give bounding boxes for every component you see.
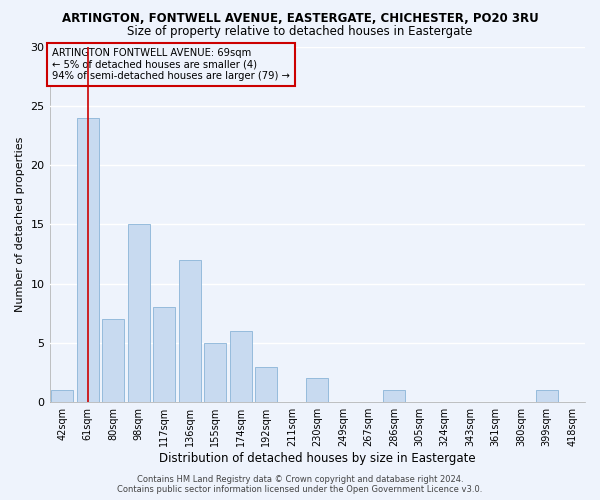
Y-axis label: Number of detached properties: Number of detached properties xyxy=(15,136,25,312)
Bar xyxy=(179,260,200,402)
Bar xyxy=(205,343,226,402)
Text: Size of property relative to detached houses in Eastergate: Size of property relative to detached ho… xyxy=(127,25,473,38)
Bar xyxy=(154,308,175,402)
Bar xyxy=(52,390,73,402)
Text: ARTINGTON, FONTWELL AVENUE, EASTERGATE, CHICHESTER, PO20 3RU: ARTINGTON, FONTWELL AVENUE, EASTERGATE, … xyxy=(62,12,538,26)
Bar xyxy=(230,331,251,402)
Text: Contains HM Land Registry data © Crown copyright and database right 2024.
Contai: Contains HM Land Registry data © Crown c… xyxy=(118,474,482,494)
Bar xyxy=(536,390,557,402)
Bar xyxy=(103,319,124,402)
X-axis label: Distribution of detached houses by size in Eastergate: Distribution of detached houses by size … xyxy=(159,452,476,465)
Bar xyxy=(307,378,328,402)
Bar xyxy=(256,366,277,402)
Bar xyxy=(383,390,404,402)
Bar xyxy=(77,118,98,402)
Bar xyxy=(128,224,149,402)
Text: ARTINGTON FONTWELL AVENUE: 69sqm
← 5% of detached houses are smaller (4)
94% of : ARTINGTON FONTWELL AVENUE: 69sqm ← 5% of… xyxy=(52,48,290,82)
